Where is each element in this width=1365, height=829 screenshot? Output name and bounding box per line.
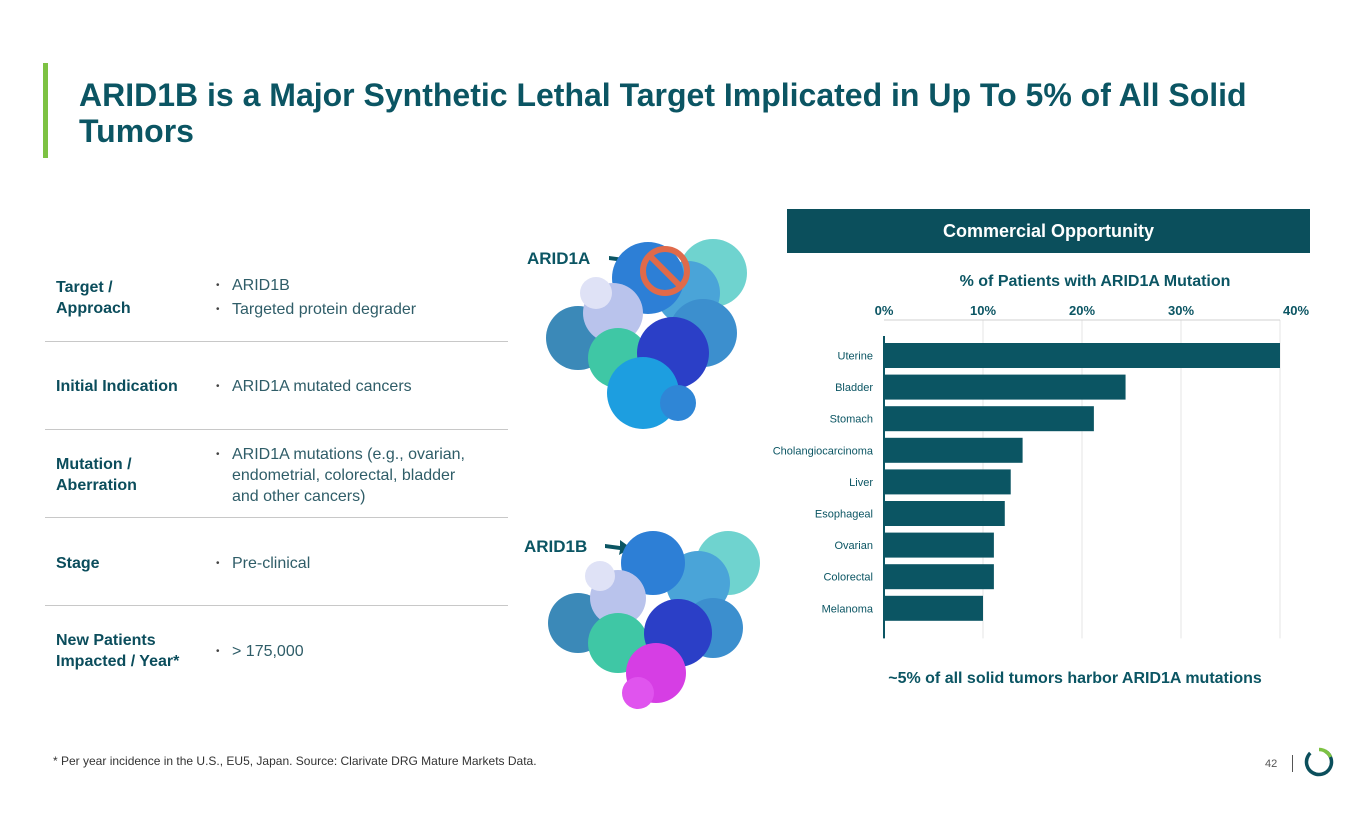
bullet-item: > 175,000	[216, 641, 304, 662]
bar	[884, 469, 1011, 495]
category-label: Esophageal	[815, 509, 873, 521]
page-divider	[1292, 755, 1293, 772]
bar	[884, 437, 1023, 463]
bar	[884, 595, 983, 621]
chart-title: % of Patients with ARID1A Mutation	[959, 273, 1231, 290]
row-label: Target / Approach	[56, 279, 131, 317]
bar	[884, 343, 1280, 368]
category-label: Cholangiocarcinoma	[773, 445, 874, 457]
row-label: Stage	[56, 555, 100, 572]
category-label: Colorectal	[823, 572, 873, 584]
page-title: ARID1B is a Major Synthetic Lethal Targe…	[79, 77, 1247, 149]
x-tick-label: 30%	[1168, 303, 1194, 318]
row-bullets: ARID1A mutations (e.g., ovarian, endomet…	[216, 444, 486, 510]
bullet-item: ARID1A mutated cancers	[216, 376, 412, 397]
table-row: New Patients Impacted / Year* > 175,000	[45, 606, 508, 694]
bar	[884, 374, 1126, 400]
category-label: Stomach	[830, 414, 873, 426]
table-row: Target / Approach ARID1B Targeted protei…	[45, 255, 508, 342]
bullet-item: Pre-clinical	[216, 553, 310, 574]
x-tick-label: 0%	[875, 303, 894, 318]
bar	[884, 406, 1094, 432]
page-number: 42	[1265, 758, 1278, 770]
info-table: Target / Approach ARID1B Targeted protei…	[45, 255, 508, 694]
row-bullets: Pre-clinical	[216, 553, 310, 577]
row-bullets: ARID1B Targeted protein degrader	[216, 275, 416, 323]
bullet-item: Targeted protein degrader	[216, 299, 416, 320]
category-label: Liver	[849, 477, 873, 489]
bar	[884, 501, 1005, 526]
category-label: Bladder	[835, 382, 873, 394]
table-row: Stage Pre-clinical	[45, 518, 508, 606]
row-label: New Patients Impacted / Year*	[56, 632, 180, 670]
table-row: Mutation / Aberration ARID1A mutations (…	[45, 430, 508, 518]
title-accent-bar	[43, 63, 48, 158]
arid1a-label: ARID1A	[527, 249, 591, 268]
bar-chart: 0% 10% 20% 30% 40% Uterine Bladder Stomach Chola…	[773, 303, 1309, 639]
row-label: Initial Indication	[56, 378, 178, 395]
company-logo-icon	[1304, 747, 1334, 777]
arid1b-protein-structure	[548, 531, 760, 709]
bar	[884, 564, 994, 590]
no-symbol-icon	[640, 246, 690, 296]
commercial-opportunity-header: Commercial Opportunity	[787, 209, 1310, 253]
x-tick-label: 10%	[970, 303, 996, 318]
arid1a-protein-structure	[546, 239, 747, 429]
arid1b-label: ARID1B	[524, 537, 588, 556]
bullet-item: ARID1B	[216, 275, 416, 296]
footnote: * Per year incidence in the U.S., EU5, J…	[53, 754, 537, 768]
row-label: Mutation / Aberration	[56, 456, 137, 494]
chart-caption: ~5% of all solid tumors harbor ARID1A mu…	[888, 670, 1262, 687]
row-bullets: > 175,000	[216, 641, 304, 665]
x-tick-label: 40%	[1283, 303, 1309, 318]
bar	[884, 532, 994, 558]
bullet-item: ARID1A mutations (e.g., ovarian, endomet…	[216, 444, 486, 507]
category-label: Ovarian	[834, 540, 873, 552]
table-row: Initial Indication ARID1A mutated cancer…	[45, 342, 508, 430]
category-label: Melanoma	[822, 603, 874, 615]
row-bullets: ARID1A mutated cancers	[216, 376, 412, 400]
category-label: Uterine	[838, 351, 873, 363]
x-tick-label: 20%	[1069, 303, 1095, 318]
